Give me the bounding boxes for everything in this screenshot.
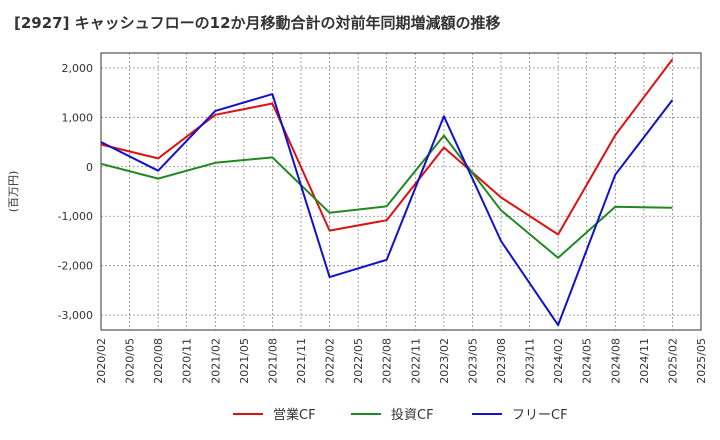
x-tick-label: 2025/05	[695, 338, 708, 384]
x-tick-label: 2020/08	[152, 338, 165, 384]
y-tick-label: -2,000	[58, 260, 93, 273]
series-line	[100, 134, 673, 259]
y-axis-label: (百万円)	[7, 171, 20, 213]
x-tick-labels: 2020/02 2020/05 2020/08 2020/11 2021/02 2021/…	[95, 338, 708, 384]
x-tick-label: 2023/05	[466, 338, 479, 384]
x-tick-label: 2021/11	[295, 338, 308, 384]
series-line	[100, 93, 674, 327]
x-tick-label: 2022/11	[409, 338, 422, 384]
grid	[100, 53, 702, 330]
y-tick-label: 1,000	[62, 111, 94, 124]
x-tick-label: 2023/08	[495, 338, 508, 384]
series-lines	[100, 58, 674, 327]
legend-item: 営業CF	[233, 407, 316, 423]
legend-label: フリーCF	[512, 408, 568, 423]
y-tick-label: 2,000	[62, 62, 94, 75]
x-tick-label: 2020/02	[95, 338, 108, 384]
x-tick-label: 2020/11	[181, 338, 194, 384]
legend-item: フリーCF	[472, 408, 568, 423]
x-tick-label: 2024/08	[609, 338, 622, 384]
y-tick-label: -1,000	[58, 210, 93, 223]
x-tick-label: 2023/02	[438, 338, 451, 384]
x-tick-label: 2023/11	[524, 338, 537, 384]
y-tick-labels: 2,000 1,000 0 -1,000 -2,000 -3,000	[58, 62, 93, 322]
x-tick-label: 2020/05	[124, 338, 137, 384]
legend-item: 投資CF	[351, 407, 434, 423]
legend: 営業CF 投資CF フリーCF	[233, 407, 568, 423]
x-tick-label: 2024/11	[638, 338, 651, 384]
x-tick-label: 2021/05	[238, 338, 251, 384]
x-tick-label: 2022/02	[324, 338, 337, 384]
x-tick-label: 2024/02	[552, 338, 565, 384]
x-tick-label: 2021/08	[266, 338, 279, 384]
legend-label: 営業CF	[273, 407, 316, 423]
x-tick-label: 2021/02	[209, 338, 222, 384]
legend-label: 投資CF	[391, 407, 434, 423]
series-line	[100, 58, 674, 236]
x-tick-label: 2022/05	[352, 338, 365, 384]
x-tick-label: 2025/02	[666, 338, 679, 384]
x-tick-label: 2024/05	[581, 338, 594, 384]
y-tick-label: -3,000	[58, 309, 93, 322]
y-tick-label: 0	[86, 161, 93, 174]
x-tick-label: 2022/08	[381, 338, 394, 384]
chart-title: [2927] キャッシュフローの12か月移動合計の対前年同期増減額の推移	[14, 14, 501, 32]
plot-frame	[100, 52, 702, 331]
